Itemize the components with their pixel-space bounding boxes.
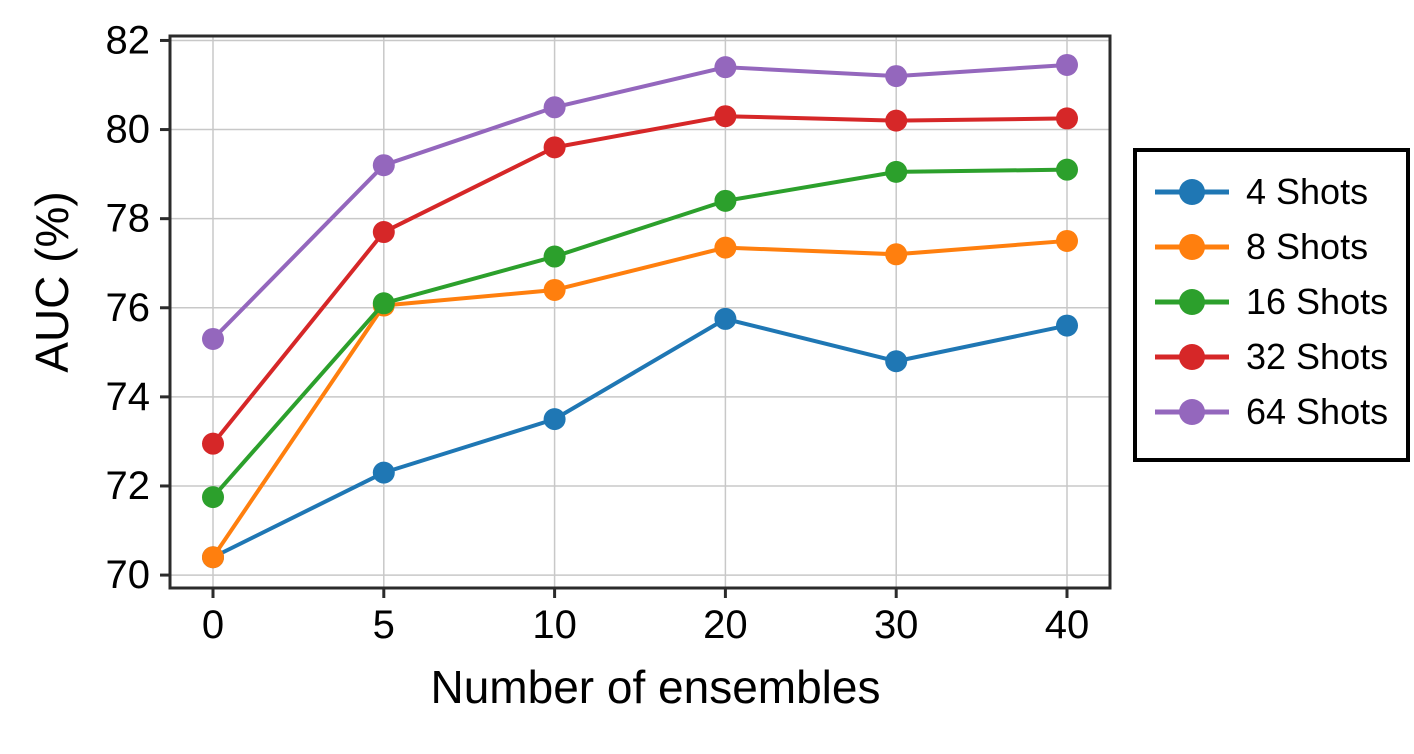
y-tick-label: 76 [106,286,151,330]
data-point-32-shots-x30 [885,109,908,132]
data-point-8-shots-x30 [885,243,908,266]
data-point-64-shots-x20 [714,56,737,79]
legend-marker-icon [1155,398,1229,425]
legend-label: 64 Shots [1246,390,1389,432]
x-tick-label: 20 [703,603,748,647]
legend-marker-icon [1155,233,1229,260]
data-point-64-shots-x10 [543,96,566,119]
data-point-32-shots-x20 [714,105,737,128]
data-point-4-shots-x20 [714,307,737,330]
data-point-32-shots-x0 [202,432,224,455]
legend-marker-icon [1155,343,1229,370]
legend-item-64-shots: 64 Shots [1137,384,1406,439]
data-point-8-shots-x40 [1056,229,1078,252]
data-point-32-shots-x10 [543,136,566,159]
data-point-16-shots-x40 [1056,158,1078,181]
data-point-64-shots-x5 [372,154,395,177]
legend-item-4-shots: 4 Shots [1137,164,1406,219]
x-tick-label: 30 [874,603,919,647]
legend-marker-icon [1155,288,1229,315]
legend-item-32-shots: 32 Shots [1137,329,1406,384]
data-point-16-shots-x20 [714,189,737,212]
data-point-8-shots-x20 [714,236,737,259]
legend-label: 4 Shots [1246,170,1369,212]
data-point-64-shots-x40 [1056,53,1078,76]
y-tick-label: 72 [106,464,151,508]
data-point-8-shots-x0 [202,546,224,569]
data-point-16-shots-x30 [885,160,908,183]
data-point-64-shots-x0 [202,327,224,350]
legend-label: 32 Shots [1246,335,1389,377]
y-tick-label: 78 [106,197,151,241]
data-point-16-shots-x5 [372,292,395,315]
axes-spines [168,34,1112,590]
data-point-4-shots-x40 [1056,314,1078,337]
series-line-32-shots [211,114,1069,446]
data-point-64-shots-x30 [885,65,908,88]
y-tick-label: 70 [106,553,151,597]
x-tick-label: 40 [1045,603,1090,647]
legend-marker-icon [1155,178,1229,205]
x-tick-label: 5 [373,603,395,647]
x-tick-label: 0 [202,603,224,647]
data-point-32-shots-x5 [372,221,395,244]
legend-item-16-shots: 16 Shots [1137,274,1406,329]
legend: 4 Shots 8 Shots 16 Shots 32 Shots [1133,148,1410,462]
legend-label: 8 Shots [1246,225,1369,267]
data-point-4-shots-x5 [372,461,395,484]
legend-label: 16 Shots [1246,280,1389,322]
data-point-4-shots-x30 [885,350,908,373]
y-tick-label: 80 [106,108,151,152]
series-line-16-shots [211,167,1069,500]
series-line-8-shots [211,238,1069,560]
x-tick-label: 10 [532,603,577,647]
data-point-32-shots-x40 [1056,107,1078,130]
data-point-4-shots-x10 [543,408,566,431]
x-axis-label: Number of ensembles [430,661,881,713]
legend-item-8-shots: 8 Shots [1137,219,1406,274]
y-tick-label: 82 [106,18,151,62]
series-line-64-shots [211,62,1069,341]
data-point-8-shots-x10 [543,278,566,301]
series-line-4-shots [211,316,1069,560]
data-point-16-shots-x0 [202,486,224,509]
data-point-16-shots-x10 [543,245,566,268]
y-tick-label: 74 [106,375,151,419]
y-axis-label: AUC (%) [26,191,78,373]
